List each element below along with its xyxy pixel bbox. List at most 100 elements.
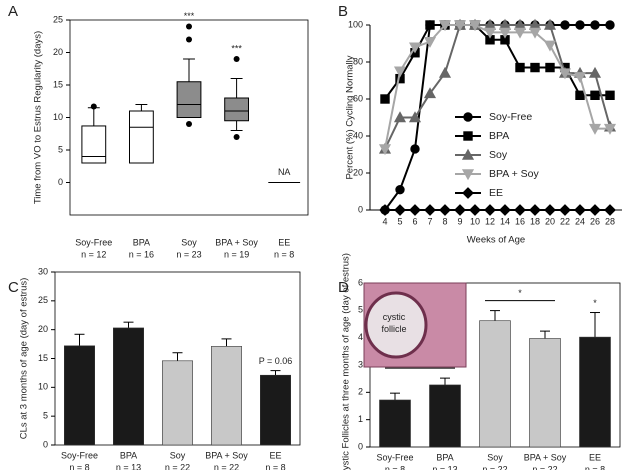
x-tick-label: BPA + Soy bbox=[524, 452, 567, 462]
marker bbox=[378, 144, 392, 156]
panel-letter: D bbox=[338, 279, 349, 296]
marker bbox=[453, 20, 467, 32]
annotation: * bbox=[593, 298, 597, 308]
x-tick-label: Soy-Free bbox=[75, 237, 112, 247]
x-tick-label: 8 bbox=[442, 216, 447, 226]
annotation: NA bbox=[278, 167, 291, 177]
bar bbox=[260, 374, 291, 446]
sample-size: n = 8 bbox=[585, 464, 605, 470]
x-tick-label: EE bbox=[269, 450, 281, 460]
y-tick-label: 1 bbox=[358, 414, 363, 424]
x-tick-label: 6 bbox=[412, 216, 417, 226]
y-tick-label: 3 bbox=[358, 359, 363, 369]
marker bbox=[393, 66, 407, 78]
panel-letter: B bbox=[338, 3, 348, 20]
bar bbox=[211, 346, 242, 446]
y-tick-label: 0 bbox=[43, 439, 48, 449]
y-tick-label: 5 bbox=[358, 305, 363, 315]
annotation: P = 0.06 bbox=[259, 356, 293, 366]
sample-size: n = 22 bbox=[214, 462, 239, 470]
panel-letter: C bbox=[8, 279, 19, 296]
x-tick-label: Soy-Free bbox=[376, 452, 413, 462]
marker bbox=[590, 90, 600, 100]
marker bbox=[469, 204, 481, 216]
sample-size: n = 8 bbox=[385, 464, 405, 470]
marker bbox=[395, 184, 405, 195]
marker bbox=[498, 27, 512, 39]
marker bbox=[560, 20, 570, 30]
marker bbox=[574, 204, 586, 216]
inset-label: cystic follicle bbox=[381, 312, 406, 334]
sample-size: n = 22 bbox=[482, 464, 507, 470]
marker bbox=[461, 169, 475, 181]
y-tick-label: 4 bbox=[358, 332, 363, 342]
y-tick-label: 0 bbox=[358, 441, 363, 451]
x-tick-label: 7 bbox=[427, 216, 432, 226]
marker bbox=[463, 131, 473, 141]
x-tick-label: BPA bbox=[436, 452, 453, 462]
marker bbox=[514, 204, 526, 216]
marker bbox=[423, 87, 437, 99]
x-tick-label: 10 bbox=[470, 216, 480, 226]
bar bbox=[64, 345, 95, 446]
outlier bbox=[90, 103, 97, 110]
marker bbox=[515, 62, 525, 73]
x-tick-label: Soy-Free bbox=[61, 450, 98, 460]
marker bbox=[499, 204, 511, 216]
sample-size: n = 8 bbox=[69, 462, 89, 470]
box bbox=[224, 97, 249, 122]
sample-size: n = 13 bbox=[116, 462, 141, 470]
x-tick-label: 16 bbox=[515, 216, 525, 226]
marker bbox=[543, 18, 557, 30]
marker bbox=[380, 94, 390, 104]
marker bbox=[590, 20, 600, 30]
y-axis-title: Percent (%) Cycling Normally bbox=[345, 55, 356, 179]
y-tick-label: 30 bbox=[38, 266, 48, 276]
marker bbox=[425, 20, 435, 30]
marker bbox=[423, 36, 437, 48]
x-tick-label: EE bbox=[278, 237, 290, 247]
y-tick-label: 25 bbox=[38, 295, 48, 305]
y-tick-label: 0 bbox=[358, 204, 363, 214]
x-tick-label: Soy bbox=[487, 452, 503, 462]
box bbox=[176, 81, 202, 118]
marker bbox=[484, 204, 496, 216]
series-line bbox=[384, 24, 611, 150]
bar bbox=[162, 360, 193, 446]
legend-text: Soy bbox=[489, 149, 508, 161]
x-tick-label: 22 bbox=[560, 216, 570, 226]
marker bbox=[559, 204, 571, 216]
annotation: *** bbox=[184, 11, 195, 21]
marker bbox=[545, 62, 555, 73]
outlier bbox=[186, 121, 192, 127]
y-tick-label: 10 bbox=[53, 112, 63, 122]
marker bbox=[543, 40, 557, 52]
y-axis-title: CLs at 3 months of age (day of estrus) bbox=[19, 278, 30, 440]
outlier bbox=[233, 134, 240, 140]
inset-label-line: follicle bbox=[381, 324, 406, 334]
sample-size: n = 23 bbox=[176, 249, 201, 259]
panel-letter: A bbox=[8, 3, 18, 20]
y-tick-label: 5 bbox=[58, 144, 63, 154]
x-tick-label: Soy bbox=[181, 237, 197, 247]
marker bbox=[603, 123, 617, 135]
x-tick-label: BPA bbox=[120, 450, 137, 460]
sample-size: n = 12 bbox=[81, 249, 106, 259]
series-line bbox=[384, 24, 610, 150]
x-tick-label: 5 bbox=[397, 216, 402, 226]
y-tick-label: 20 bbox=[38, 324, 48, 334]
marker bbox=[462, 187, 474, 199]
bracket-label: * bbox=[518, 288, 522, 298]
y-tick-label: 0 bbox=[58, 177, 63, 187]
bar bbox=[579, 336, 611, 448]
inset-follicle bbox=[364, 291, 428, 359]
inset-label-line: cystic bbox=[383, 312, 406, 322]
marker bbox=[573, 72, 587, 84]
sample-size: n = 8 bbox=[274, 249, 294, 259]
marker bbox=[528, 27, 542, 39]
x-tick-label: BPA bbox=[133, 237, 150, 247]
bar bbox=[429, 384, 461, 448]
y-tick-label: 40 bbox=[353, 130, 363, 140]
